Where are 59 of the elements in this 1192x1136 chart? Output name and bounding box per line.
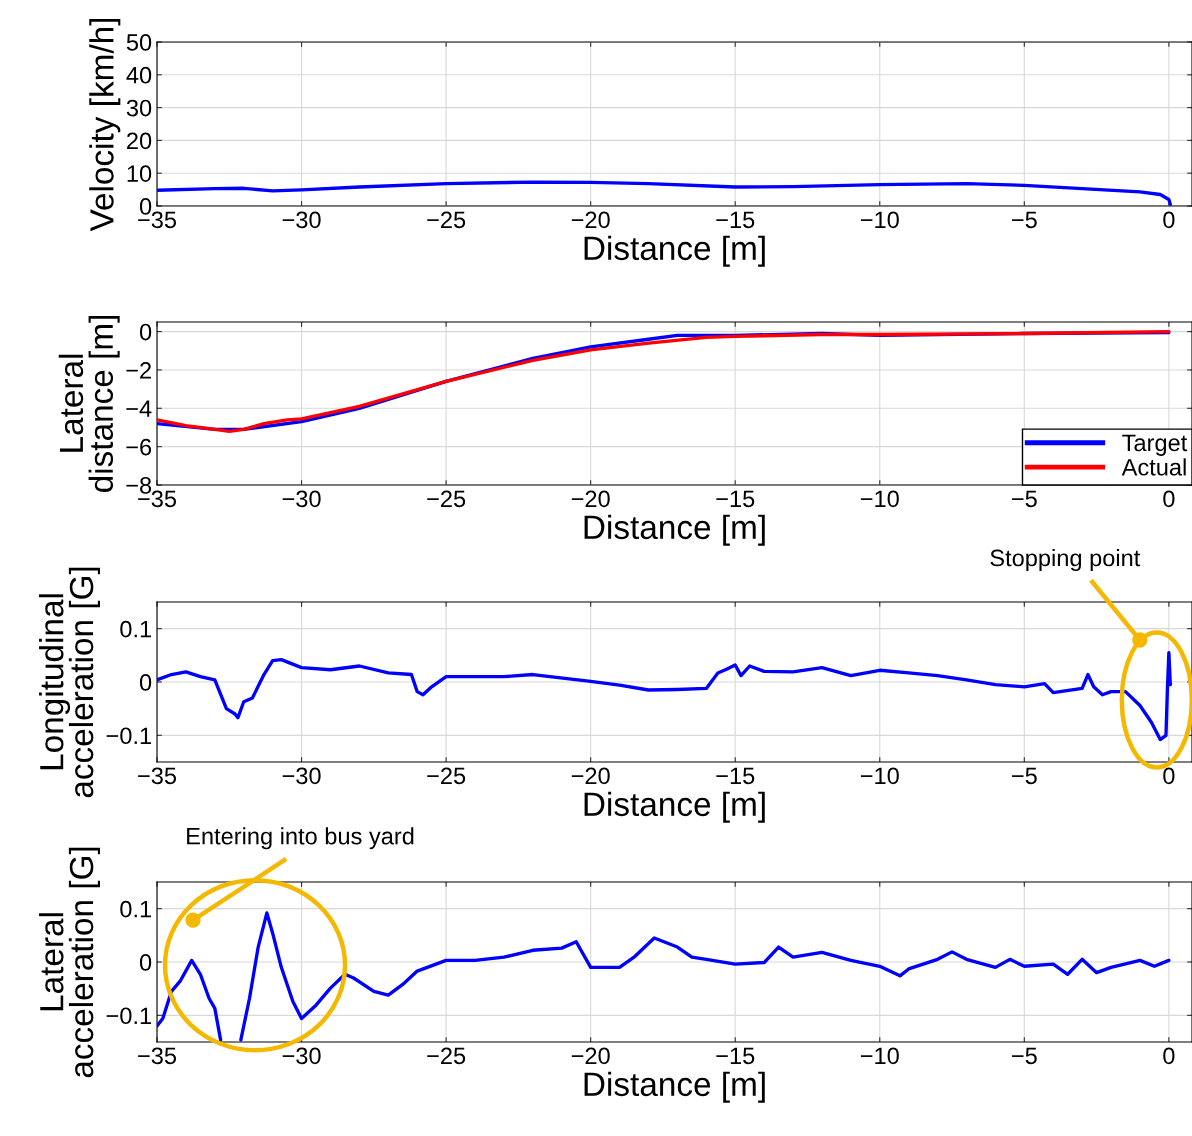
x-tick-label: −5 bbox=[1012, 490, 1037, 508]
legend-label: Target bbox=[1122, 434, 1188, 456]
x-tick-label: −25 bbox=[427, 211, 466, 229]
line-series bbox=[157, 180, 1172, 206]
y-tick-label: 0 bbox=[139, 674, 152, 691]
x-tick-label: −10 bbox=[860, 211, 899, 229]
x-tick-label: −5 bbox=[1012, 1047, 1037, 1065]
x-tick-label: 0 bbox=[1163, 1047, 1175, 1065]
x-tick-label: −30 bbox=[282, 211, 321, 229]
x-tick-label: −30 bbox=[282, 1047, 321, 1065]
text: Stopping point bbox=[990, 548, 1141, 572]
x-tick-label: −25 bbox=[427, 1047, 466, 1065]
x-tick-label: −15 bbox=[716, 211, 755, 229]
y-tick-label: 30 bbox=[126, 99, 152, 117]
y-tick-label: 50 bbox=[126, 34, 152, 51]
y-tick-label: 10 bbox=[127, 165, 152, 182]
y-axis-title: Lateral distance [m] bbox=[58, 316, 120, 492]
y-tick-label: 0 bbox=[139, 323, 152, 341]
legend-label: Actual bbox=[1121, 458, 1186, 476]
x-tick-label: −20 bbox=[571, 1047, 610, 1065]
x-tick-label: −35 bbox=[138, 1047, 177, 1065]
x-tick-label: −35 bbox=[138, 767, 177, 785]
x-tick-label: −25 bbox=[427, 490, 466, 508]
x-tick-label: −10 bbox=[860, 490, 899, 508]
x-tick-label: 0 bbox=[1163, 767, 1175, 785]
x-tick-label: −15 bbox=[716, 490, 755, 508]
y-tick-label: −0.1 bbox=[106, 1007, 151, 1025]
x-axis-title: Distance [m] bbox=[584, 235, 765, 267]
x-tick-label: −25 bbox=[427, 767, 466, 785]
x-tick-label: −20 bbox=[571, 211, 610, 229]
y-tick-label: −6 bbox=[126, 438, 152, 456]
y-tick-label: 40 bbox=[126, 66, 152, 84]
y-tick-label: 20 bbox=[127, 132, 152, 150]
y-tick-label: −4 bbox=[126, 400, 152, 417]
y-axis-title: Longitudinal acceleration [G] bbox=[39, 567, 100, 798]
x-tick-label: 0 bbox=[1163, 490, 1175, 508]
x-tick-label: −30 bbox=[282, 490, 321, 508]
y-axis-title: Velocity [km/h] bbox=[89, 18, 121, 232]
x-tick-label: −15 bbox=[716, 767, 755, 785]
x-axis-title: Distance [m] bbox=[584, 514, 765, 546]
x-tick-label: −10 bbox=[860, 767, 899, 785]
text: Entering into bus yard bbox=[187, 827, 414, 850]
y-axis-title: Lateral acceleration [G] bbox=[39, 847, 100, 1078]
x-tick-label: −15 bbox=[716, 1047, 755, 1065]
y-tick-label: 0.1 bbox=[120, 900, 151, 918]
x-tick-label: −5 bbox=[1012, 767, 1037, 785]
x-tick-label: −20 bbox=[571, 767, 610, 785]
y-tick-label: −2 bbox=[126, 362, 151, 379]
x-tick-label: −10 bbox=[860, 1047, 899, 1065]
y-tick-label: 0.1 bbox=[120, 620, 151, 638]
x-tick-label: −20 bbox=[571, 490, 610, 508]
x-tick-label: 0 bbox=[1163, 211, 1175, 229]
y-tick-label: −0.1 bbox=[106, 727, 151, 745]
x-axis-title: Distance [m] bbox=[584, 791, 765, 823]
x-tick-label: −5 bbox=[1012, 211, 1037, 229]
x-tick-label: −30 bbox=[282, 767, 321, 785]
y-tick-label: 0 bbox=[139, 954, 152, 971]
x-axis-title: Distance [m] bbox=[584, 1071, 765, 1103]
line-series bbox=[157, 651, 1172, 742]
